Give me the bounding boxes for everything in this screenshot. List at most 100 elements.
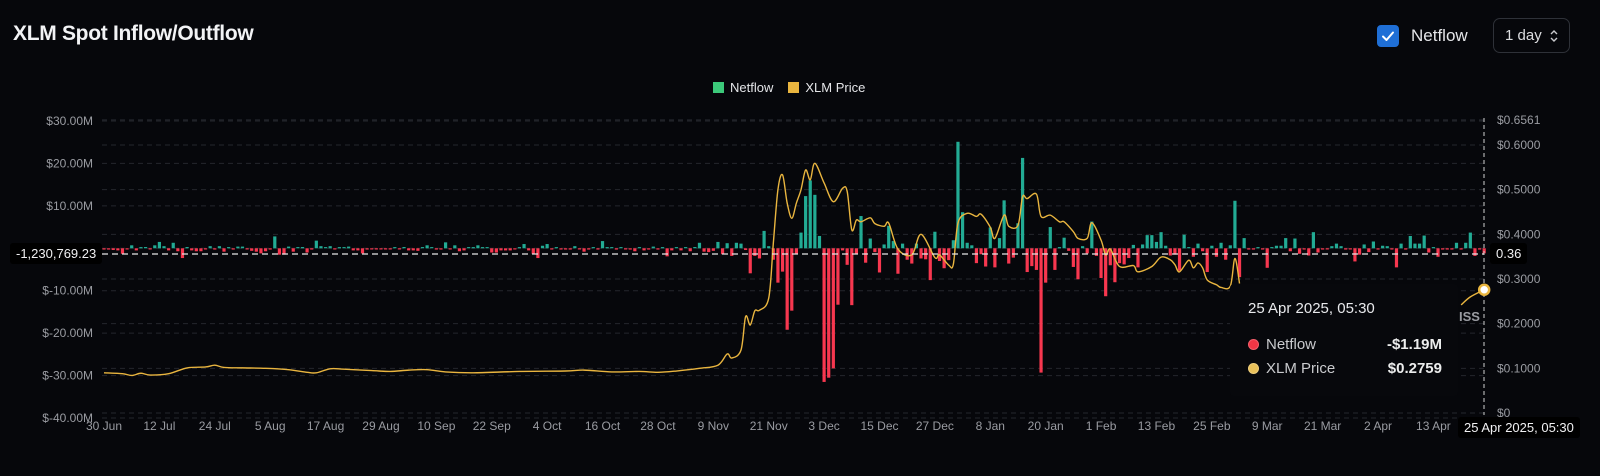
netflow-bar (794, 248, 798, 255)
x-axis-tick-label: 30 Jun (86, 419, 122, 433)
netflow-bar (573, 246, 577, 249)
left-axis-tick-label: $20.00M (46, 156, 93, 170)
tooltip: 25 Apr 2025, 05:30 Netflow -$1.19M XLM P… (1230, 284, 1458, 396)
netflow-bar (250, 248, 254, 251)
netflow-bar (1371, 241, 1375, 249)
netflow-bar (568, 248, 572, 250)
netflow-bar (993, 248, 997, 268)
netflow-bar (370, 248, 374, 250)
right-axis-tick-label: $0.5000 (1497, 183, 1541, 197)
netflow-bar (864, 248, 868, 263)
netflow-bar (1376, 248, 1380, 250)
netflow-bar (1067, 248, 1071, 251)
netflow-bar (647, 248, 651, 250)
netflow-bar (1450, 248, 1454, 250)
netflow-bar (1242, 238, 1246, 249)
netflow-bar (1034, 248, 1039, 270)
netflow-bar (314, 240, 318, 249)
netflow-bar (517, 247, 522, 249)
netflow-bar (282, 248, 286, 255)
netflow-bar (420, 247, 425, 249)
netflow-bar (467, 247, 471, 249)
netflow-bar (628, 248, 632, 250)
netflow-bar (633, 248, 637, 252)
netflow-bar (720, 248, 725, 255)
netflow-bar (319, 246, 323, 249)
netflow-bar (1441, 248, 1445, 250)
x-axis-tick-label: 27 Dec (916, 419, 954, 433)
x-axis-tick-label: 10 Sep (417, 419, 455, 433)
netflow-bar (1182, 234, 1186, 249)
netflow-bar (1187, 247, 1191, 249)
x-axis-tick-label: 12 Jul (143, 419, 175, 433)
right-axis-tick-label: $0.6000 (1497, 138, 1541, 152)
netflow-checkbox[interactable]: Netflow (1377, 25, 1468, 47)
right-axis-tick-label: $0 (1497, 406, 1511, 420)
netflow-bar (263, 248, 268, 252)
netflow-bar (1321, 248, 1325, 250)
left-axis-tick-label: $-40.00M (42, 411, 93, 425)
netflow-bar (831, 248, 835, 369)
checkbox-checked-icon[interactable] (1377, 25, 1399, 47)
netflow-bar (845, 248, 849, 265)
x-axis-tick-label: 20 Jan (1028, 419, 1064, 433)
netflow-bar (1325, 248, 1329, 250)
netflow-bar (1136, 248, 1140, 268)
netflow-bar (891, 241, 895, 249)
netflow-bar (162, 246, 166, 249)
right-axis: $0.6561 $0.6000 $0.5000 $0.4000 $0.3000 $0.20… (1497, 113, 1541, 420)
netflow-bar (550, 248, 554, 250)
netflow-bar (762, 230, 766, 249)
price-line-segment (1460, 289, 1485, 306)
netflow-bar (167, 248, 171, 251)
legend-item-netflow[interactable]: Netflow (713, 80, 773, 95)
interval-select[interactable]: 1 day (1493, 18, 1570, 53)
left-axis: $30.00M $20.00M $10.00M $-10.00M $-20.00M $-3… (42, 114, 93, 425)
netflow-bar (407, 248, 411, 251)
netflow-dot-icon (1248, 339, 1259, 350)
netflow-bar (988, 227, 992, 249)
netflow-bar (896, 248, 900, 274)
netflow-bar (1154, 241, 1159, 249)
netflow-bar (185, 247, 189, 249)
partial-hidden-label: ISS (1459, 309, 1480, 324)
right-axis-tick-label: $0.1000 (1497, 361, 1541, 375)
netflow-bar (1307, 248, 1311, 256)
right-axis-tick-label: $0.4000 (1497, 227, 1541, 241)
legend-label: XLM Price (805, 80, 866, 95)
netflow-bar (997, 238, 1002, 249)
netflow-bar (679, 248, 683, 251)
netflow-bar (808, 180, 812, 249)
legend-item-xlm-price[interactable]: XLM Price (788, 80, 865, 95)
netflow-bar (1044, 248, 1048, 283)
netflow-bar (1002, 200, 1006, 249)
left-axis-tick-label: $10.00M (46, 199, 93, 213)
netflow-bar (1464, 242, 1468, 249)
x-axis-tick-label: 9 Mar (1252, 419, 1283, 433)
tooltip-series-value: -$1.19M (1386, 336, 1442, 353)
netflow-bar (587, 248, 591, 250)
netflow-bar (725, 243, 729, 249)
netflow-bar (670, 248, 674, 251)
netflow-bar (1011, 248, 1015, 258)
netflow-bar (222, 248, 226, 252)
netflow-bar (1394, 248, 1399, 268)
netflow-bar (799, 232, 803, 249)
netflow-bar (910, 248, 914, 264)
netflow-bar (1261, 248, 1265, 250)
netflow-bar (522, 244, 526, 249)
netflow-bar (347, 246, 351, 249)
netflow-bar (1459, 248, 1463, 250)
netflow-bar (490, 248, 494, 253)
netflow-bar (1127, 248, 1131, 259)
netflow-bar (402, 247, 406, 249)
netflow-bar (1071, 248, 1075, 267)
netflow-bar (1445, 248, 1449, 250)
netflow-bar (850, 248, 854, 306)
x-axis-tick-label: 4 Oct (533, 419, 562, 433)
x-axis-tick-label: 17 Aug (307, 419, 344, 433)
netflow-bar (697, 242, 702, 249)
netflow-bar (1311, 232, 1315, 249)
netflow-bar (974, 248, 979, 264)
